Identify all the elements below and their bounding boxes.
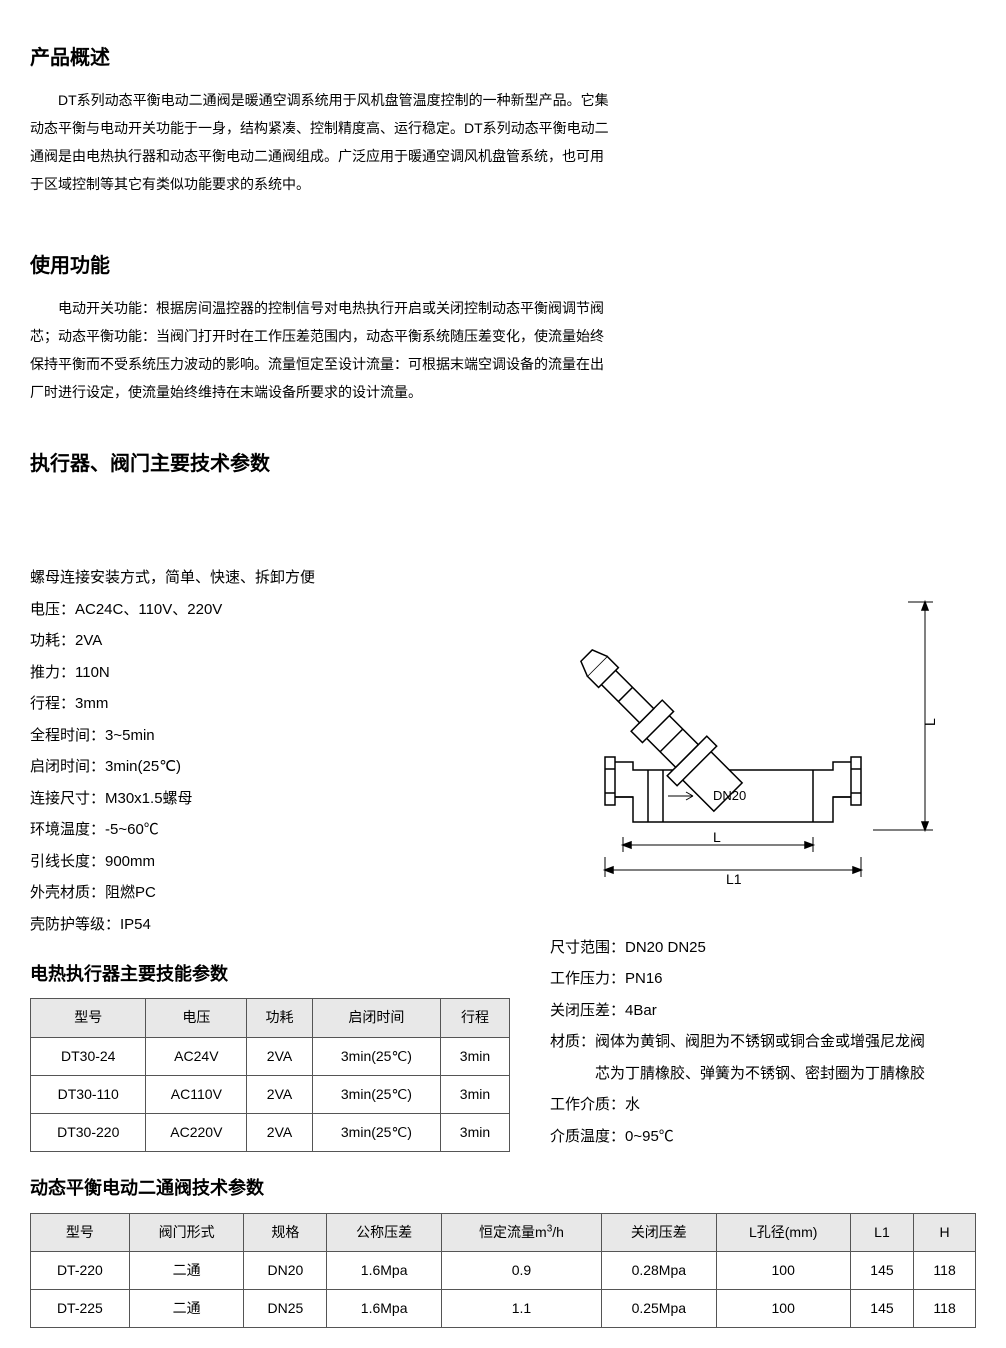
param-line: 壳防护等级：IP54	[30, 909, 510, 941]
table-header: 关闭压差	[602, 1213, 717, 1251]
section1-text: DT系列动态平衡电动二通阀是暖通空调系统用于风机盘管温度控制的一种新型产品。它集…	[30, 86, 610, 198]
actuator-params-block: 螺母连接安装方式，简单、快速、拆卸方便 电压：AC24C、110V、220V 功…	[30, 502, 510, 1152]
table-cell: 3min(25℃)	[312, 1075, 440, 1113]
table-cell: AC110V	[146, 1075, 247, 1113]
param-line: 工作压力：PN16	[550, 963, 976, 995]
table-cell: AC220V	[146, 1113, 247, 1151]
param-line: 工作介质：水	[550, 1089, 976, 1121]
table-cell: AC24V	[146, 1037, 247, 1075]
section3-title: 执行器、阀门主要技术参数	[30, 446, 976, 482]
table-header: 恒定流量m3/h	[441, 1213, 601, 1251]
table-cell: 1.1	[441, 1289, 601, 1327]
table-row: DT30-24AC24V2VA3min(25℃)3min	[31, 1037, 510, 1075]
param-line: 全程时间：3~5min	[30, 720, 510, 752]
table-cell: 0.25Mpa	[602, 1289, 717, 1327]
param-line: 关闭压差：4Bar	[550, 995, 976, 1027]
section2-text: 电动开关功能：根据房间温控器的控制信号对电热执行开启或关闭控制动态平衡阀调节阀芯…	[30, 294, 610, 406]
table-header: 启闭时间	[312, 999, 440, 1037]
table1-title: 电热执行器主要技能参数	[30, 958, 510, 990]
table-cell: 2VA	[247, 1037, 313, 1075]
table-header: 功耗	[247, 999, 313, 1037]
table-cell: 100	[716, 1251, 850, 1289]
table-cell: 3min	[440, 1075, 509, 1113]
param-line: 电压：AC24C、110V、220V	[30, 594, 510, 626]
valve-spec-table: 型号阀门形式规格公称压差恒定流量m3/h关闭压差L孔径(mm)L1H DT-22…	[30, 1213, 976, 1329]
table-cell: DT30-110	[31, 1075, 146, 1113]
table-cell: 2VA	[247, 1113, 313, 1151]
table-cell: DT30-220	[31, 1113, 146, 1151]
table-cell: DT30-24	[31, 1037, 146, 1075]
table-cell: DT-220	[31, 1251, 130, 1289]
param-line: 功耗：2VA	[30, 625, 510, 657]
param-line: 环境温度：-5~60℃	[30, 814, 510, 846]
param-line: 行程：3mm	[30, 688, 510, 720]
table-header: L孔径(mm)	[716, 1213, 850, 1251]
table-header: 型号	[31, 1213, 130, 1251]
table-cell: DN25	[244, 1289, 327, 1327]
section1-title: 产品概述	[30, 40, 976, 76]
table-cell: 二通	[129, 1289, 244, 1327]
param-line: 外壳材质：阻燃PC	[30, 877, 510, 909]
table-cell: 3min(25℃)	[312, 1113, 440, 1151]
table-row: DT30-220AC220V2VA3min(25℃)3min	[31, 1113, 510, 1151]
table-cell: DN20	[244, 1251, 327, 1289]
table-cell: DT-225	[31, 1289, 130, 1327]
param-line: 连接尺寸：M30x1.5螺母	[30, 783, 510, 815]
valve-params-block: 尺寸范围：DN20 DN25 工作压力：PN16 关闭压差：4Bar 材质：阀体…	[550, 932, 976, 1153]
table-cell: 3min(25℃)	[312, 1037, 440, 1075]
valve-diagram: DN20 L L1 L	[550, 562, 976, 902]
param-line: 启闭时间：3min(25℃)	[30, 751, 510, 783]
table-row: DT-225二通DN251.6Mpa1.10.25Mpa100145118	[31, 1289, 976, 1327]
table-cell: 3min	[440, 1037, 509, 1075]
section2-title: 使用功能	[30, 248, 976, 284]
diagram-h-label: L	[922, 718, 938, 726]
table-header: 公称压差	[327, 1213, 442, 1251]
diagram-l1-label: L1	[726, 871, 742, 887]
table-cell: 100	[716, 1289, 850, 1327]
param-line: 芯为丁腈橡胶、弹簧为不锈钢、密封圈为丁腈橡胶	[550, 1058, 976, 1090]
table-cell: 118	[914, 1289, 976, 1327]
table-header: 电压	[146, 999, 247, 1037]
param-line: 螺母连接安装方式，简单、快速、拆卸方便	[30, 562, 510, 594]
table-cell: 1.6Mpa	[327, 1251, 442, 1289]
table-cell: 0.9	[441, 1251, 601, 1289]
table-row: DT30-110AC110V2VA3min(25℃)3min	[31, 1075, 510, 1113]
actuator-table: 型号电压功耗启闭时间行程 DT30-24AC24V2VA3min(25℃)3mi…	[30, 998, 510, 1152]
diagram-dn-label: DN20	[713, 788, 746, 803]
table-cell: 145	[850, 1289, 913, 1327]
param-line: 推力：110N	[30, 657, 510, 689]
table-cell: 0.28Mpa	[602, 1251, 717, 1289]
table2-title: 动态平衡电动二通阀技术参数	[30, 1172, 976, 1204]
diagram-l-label: L	[713, 829, 721, 845]
table-header: 阀门形式	[129, 1213, 244, 1251]
table-cell: 2VA	[247, 1075, 313, 1113]
table-header: 规格	[244, 1213, 327, 1251]
table-cell: 二通	[129, 1251, 244, 1289]
param-line: 尺寸范围：DN20 DN25	[550, 932, 976, 964]
table-header: L1	[850, 1213, 913, 1251]
table-cell: 1.6Mpa	[327, 1289, 442, 1327]
table-header: H	[914, 1213, 976, 1251]
param-line: 材质：阀体为黄铜、阀胆为不锈钢或铜合金或增强尼龙阀	[550, 1026, 976, 1058]
table-cell: 145	[850, 1251, 913, 1289]
param-line: 介质温度：0~95℃	[550, 1121, 976, 1153]
table-row: DT-220二通DN201.6Mpa0.90.28Mpa100145118	[31, 1251, 976, 1289]
table-header: 型号	[31, 999, 146, 1037]
table-header: 行程	[440, 999, 509, 1037]
table-cell: 3min	[440, 1113, 509, 1151]
table-cell: 118	[914, 1251, 976, 1289]
param-line: 引线长度：900mm	[30, 846, 510, 878]
